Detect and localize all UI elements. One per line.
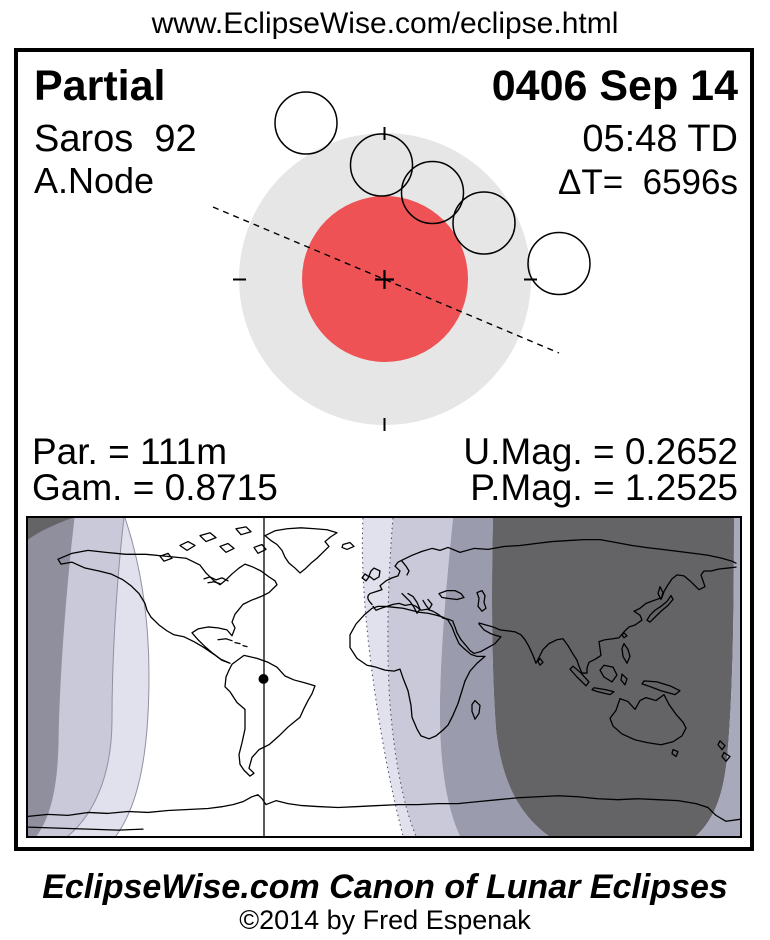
sakhalin-coast — [657, 586, 664, 601]
arabia-coast — [452, 621, 502, 655]
borneo-coast — [599, 664, 618, 683]
contact-curve-right-e — [387, 518, 417, 836]
iceland-coast — [341, 541, 355, 551]
zone-not-visible — [492, 518, 734, 836]
moon-position-outline — [527, 231, 591, 296]
madagascar-coast — [471, 699, 481, 720]
greenland-coast — [264, 527, 338, 574]
africa-coast — [349, 605, 486, 740]
antarctica-ice-edge — [28, 826, 144, 831]
new-zealand-coast — [717, 740, 731, 763]
greatest-eclipse-point — [258, 674, 269, 684]
saros-number: Saros 92 — [34, 118, 197, 160]
partial-duration-stat: Par. = 111m — [32, 431, 228, 472]
sri-lanka-coast — [537, 657, 544, 666]
baltic-coast — [401, 560, 410, 576]
shadow-center-cross — [375, 270, 394, 289]
shadow-diagram — [212, 91, 591, 431]
zone-left-light — [68, 518, 149, 836]
taiwan-coast — [621, 632, 628, 639]
eclipse-date: 0406 Sep 14 — [491, 62, 738, 110]
greatest-eclipse-time: 05:48 TD — [582, 118, 738, 160]
node-label: A.Node — [34, 160, 155, 201]
eclipse-data-card: Partial 0406 Sep 14 Saros 92 05:48 TD A.… — [14, 48, 754, 851]
great-lakes — [203, 576, 229, 585]
umbral-magnitude-stat: U.Mag. = 0.2652 — [463, 431, 738, 472]
moon-position-outline — [452, 191, 516, 255]
eclipse-type-label: Partial — [34, 62, 166, 110]
caribbean-islands — [217, 638, 248, 648]
page-url: www.EclipseWise.com/eclipse.html — [151, 7, 619, 40]
contact-curve-right-d — [361, 518, 404, 836]
australia-coast — [609, 694, 687, 746]
asia-pacific-coast — [478, 566, 737, 674]
visibility-map — [26, 516, 742, 838]
moon-position-outline — [400, 160, 465, 225]
moon-position-outline — [274, 91, 338, 155]
greece-coast — [422, 598, 433, 610]
eurasia-north-coast — [367, 538, 737, 606]
mediterranean-coast — [372, 602, 454, 622]
antarctica-coast — [28, 794, 740, 822]
delta-t-value: ΔT= 6596s — [557, 163, 738, 202]
italy-coast — [401, 592, 421, 614]
arctic-islands — [159, 526, 267, 562]
contact-curve-left-b — [67, 518, 125, 836]
world-map-svg — [28, 518, 740, 836]
zone-left-outer-gray — [28, 518, 74, 836]
sulawesi-coast — [620, 673, 628, 686]
canon-title: EclipseWise.com Canon of Lunar Eclipses — [42, 868, 728, 906]
japan-coast — [646, 594, 674, 623]
moon-position-outline — [349, 133, 414, 197]
contact-curve-left-a — [35, 518, 75, 836]
zone-topleft-dark-wedge — [28, 518, 72, 540]
java-coast — [591, 687, 615, 696]
philippines-coast — [621, 642, 631, 664]
moon-positions-group — [274, 91, 591, 296]
caspian-sea-outline — [476, 589, 487, 612]
contact-curve-left-c — [115, 518, 150, 836]
uk-coast — [368, 567, 381, 581]
black-sea-outline — [438, 589, 465, 601]
gamma-stat: Gam. = 0.8715 — [32, 467, 278, 508]
ireland-coast — [361, 573, 370, 582]
zone-right-midgray — [439, 518, 549, 836]
new-guinea-coast — [641, 680, 681, 696]
tasmania-coast — [671, 748, 679, 758]
sumatra-coast — [569, 665, 590, 687]
copyright-line: ©2014 by Fred Espenak — [239, 905, 531, 935]
coastlines — [28, 526, 740, 831]
penumbral-magnitude-stat: P.Mag. = 1.2525 — [470, 467, 738, 508]
zone-right-light — [362, 518, 416, 836]
